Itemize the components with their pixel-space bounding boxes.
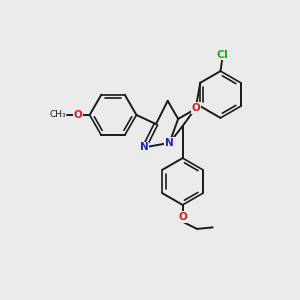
Text: Cl: Cl <box>216 50 228 60</box>
Text: N: N <box>165 138 174 148</box>
Text: CH₃: CH₃ <box>49 110 66 119</box>
Text: O: O <box>73 110 82 120</box>
Text: N: N <box>140 142 149 152</box>
Text: O: O <box>178 212 187 222</box>
Text: O: O <box>191 103 200 113</box>
